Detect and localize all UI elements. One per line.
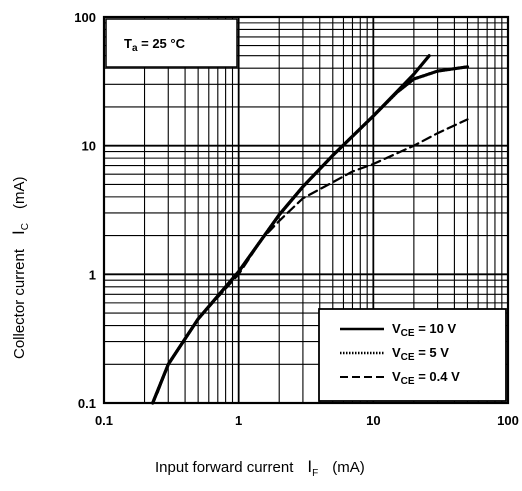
tick-labels: 0.1 1 10 100 0.1 1 10 100 (74, 10, 519, 428)
x-tick-label-1: 1 (235, 413, 242, 428)
y-tick-label-0: 0.1 (78, 396, 96, 411)
x-tick-label-3: 100 (497, 413, 519, 428)
y-tick-label-2: 10 (82, 139, 96, 154)
legend-frame (318, 308, 507, 402)
annotation-label: Ta = 25 °C (124, 36, 186, 54)
legend-label-10v: VCE = 10 V (392, 321, 456, 339)
series-line-2 (156, 118, 469, 394)
legend-label-0-4v: VCE = 0.4 V (392, 369, 460, 387)
annotation-frame (105, 18, 238, 68)
x-axis-title: Input forward current IF (mA) (155, 457, 365, 479)
x-tick-label-2: 10 (366, 413, 380, 428)
y-axis-title: Collector currentIC(mA) (9, 176, 31, 359)
curves (151, 54, 470, 405)
y-tick-label-1: 1 (89, 267, 96, 282)
legend: VCE = 10 V VCE = 5 V VCE = 0.4 V (318, 308, 507, 402)
y-tick-label-3: 100 (74, 10, 96, 25)
plot-frame (102, 15, 510, 405)
legend-label-5v: VCE = 5 V (392, 345, 449, 363)
x-tick-label-0: 0.1 (95, 413, 113, 428)
annotation-box: Ta = 25 °C (105, 18, 238, 68)
